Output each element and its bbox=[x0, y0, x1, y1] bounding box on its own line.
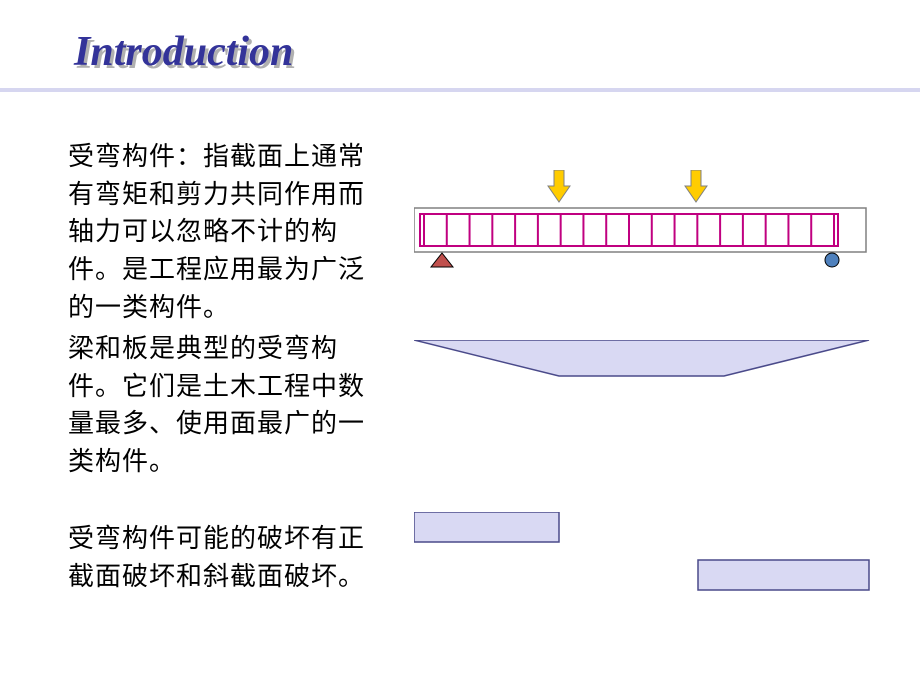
shear-diagram bbox=[414, 512, 874, 607]
shear-svg bbox=[414, 512, 874, 602]
moment-diagram bbox=[414, 340, 874, 395]
paragraph-2: 梁和板是典型的受弯构件。它们是土木工程中数量最多、使用面最广的一类构件。 bbox=[68, 330, 378, 481]
paragraph-1: 受弯构件：指截面上通常有弯矩和剪力共同作用而轴力可以忽略不计的构件。是工程应用最… bbox=[68, 138, 378, 326]
slide-title-wrap: Introduction Introduction bbox=[74, 28, 293, 76]
beam-diagram bbox=[414, 170, 874, 285]
slide-title: Introduction bbox=[74, 28, 293, 76]
moment-svg bbox=[414, 340, 874, 390]
paragraph-3: 受弯构件可能的破坏有正截面破坏和斜截面破坏。 bbox=[68, 520, 378, 595]
title-underline bbox=[0, 88, 920, 92]
beam-svg bbox=[414, 170, 874, 280]
